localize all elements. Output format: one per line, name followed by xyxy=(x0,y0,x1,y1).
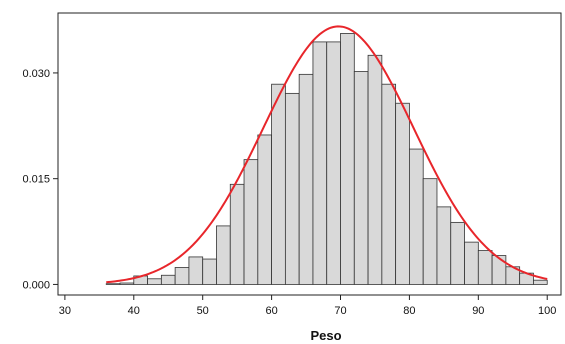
histogram-bar xyxy=(464,241,479,285)
histogram-bar xyxy=(422,178,438,285)
x-tick-label: 70 xyxy=(334,305,346,317)
x-tick-label: 30 xyxy=(59,305,71,317)
x-tick-label: 50 xyxy=(197,305,209,317)
histogram-bar xyxy=(477,250,493,285)
histogram-bar xyxy=(229,183,245,285)
histogram-bar xyxy=(367,54,383,285)
histogram-bar xyxy=(271,83,286,285)
x-tick-label: 90 xyxy=(472,305,484,317)
histogram-bar xyxy=(450,221,465,285)
x-axis: 30 40 50 60 70 80 90 100 xyxy=(59,295,556,317)
x-axis-title: Peso xyxy=(310,328,341,343)
histogram-bar xyxy=(105,283,121,285)
histogram-bar xyxy=(243,159,259,285)
histogram-bar xyxy=(533,279,548,285)
histogram-bar xyxy=(298,73,314,285)
histogram-bar xyxy=(174,267,190,285)
histogram-bar xyxy=(119,282,135,285)
histogram-bar xyxy=(160,274,176,285)
histogram-bar xyxy=(312,41,328,285)
x-tick-label: 60 xyxy=(265,305,277,317)
histogram-bar xyxy=(395,102,410,285)
histogram-bar xyxy=(284,92,300,285)
histogram-bar xyxy=(216,225,231,285)
histogram-bar xyxy=(202,258,217,285)
histogram-bar xyxy=(188,256,204,285)
histogram-bar xyxy=(381,83,397,285)
normal-density-curve xyxy=(106,25,548,284)
y-tick-label: 0.000 xyxy=(22,279,50,291)
histogram-bar xyxy=(409,148,424,285)
histogram-bar xyxy=(436,206,452,285)
x-tick-label: 80 xyxy=(403,305,415,317)
y-tick-label: 0.015 xyxy=(22,174,50,186)
histogram-bar xyxy=(326,41,341,285)
histogram-bar xyxy=(353,71,369,285)
histogram-bar xyxy=(340,33,355,285)
plot-frame xyxy=(57,12,562,296)
x-tick-label: 100 xyxy=(538,305,556,317)
histogram-bar xyxy=(491,255,507,285)
y-axis: 0.000 0.015 0.030 xyxy=(22,68,58,291)
histogram-bar xyxy=(257,134,273,285)
x-tick-label: 40 xyxy=(128,305,140,317)
histogram-bar xyxy=(147,278,162,285)
y-tick-label: 0.030 xyxy=(22,68,50,80)
histogram-bars xyxy=(105,33,548,285)
normal-curve-layer xyxy=(106,25,548,284)
